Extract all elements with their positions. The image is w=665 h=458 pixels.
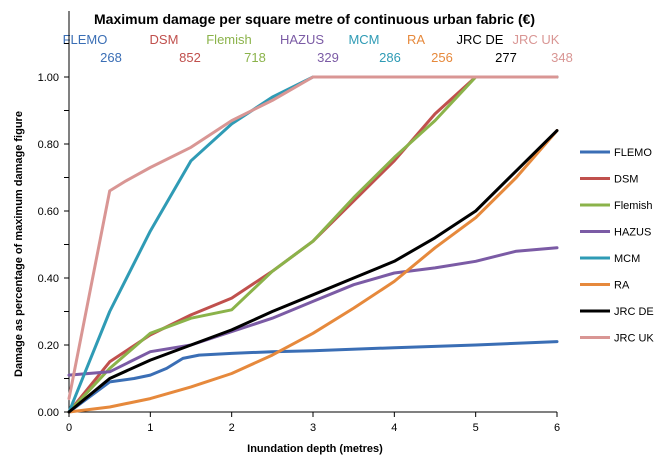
series-line-ra [67, 129, 559, 414]
series-line-jrc-de [67, 129, 559, 414]
header-name-jrc-uk: JRC UK [513, 32, 560, 47]
header-name-mcm: MCM [348, 32, 379, 47]
x-tick-label: 4 [391, 422, 397, 434]
x-tick-label: 5 [473, 422, 479, 434]
header-name-flemo: FLEMO [63, 32, 108, 47]
x-tick-label: 2 [229, 422, 235, 434]
legend-label: RA [614, 280, 630, 292]
header-name-hazus: HAZUS [280, 32, 324, 47]
header-name-dsm: DSM [150, 32, 179, 47]
legend-label: MCM [614, 253, 640, 265]
header-value-mcm: 286 [379, 50, 401, 65]
series-lines [67, 75, 559, 414]
legend-label: HAZUS [614, 227, 651, 239]
header-name-ra: RA [407, 32, 425, 47]
header-value-flemo: 268 [100, 50, 122, 65]
y-tick-label: 1.00 [38, 72, 59, 84]
series-line-jrc-uk [67, 75, 559, 401]
y-tick-label: 0.40 [38, 273, 59, 285]
header-value-jrc-de: 277 [495, 50, 517, 65]
x-tick-label: 6 [554, 422, 560, 434]
x-tick-label: 0 [66, 422, 72, 434]
y-tick-label: 0.60 [38, 206, 59, 218]
header-name-jrc-de: JRC DE [457, 32, 504, 47]
y-tick-label: 0.80 [38, 139, 59, 151]
legend-label: Flemish [614, 200, 653, 212]
x-tick-label: 1 [147, 422, 153, 434]
series-line-flemo [67, 340, 559, 414]
legend-label: JRC DE [614, 306, 654, 318]
x-axis-label: Inundation depth (metres) [247, 443, 383, 455]
series-line-flemish [67, 75, 559, 414]
chart-title: Maximum damage per square metre of conti… [94, 11, 535, 27]
header-value-jrc-uk: 348 [551, 50, 573, 65]
legend-label: JRC UK [614, 333, 654, 345]
header-value-flemish: 718 [244, 50, 266, 65]
header-name-flemish: Flemish [206, 32, 252, 47]
legend-label: DSM [614, 174, 638, 186]
axes: 0 1 2 3 4 5 6 0.00 0.20 0.40 0.60 0.80 1.00 [38, 11, 560, 434]
y-tick-label: 0.20 [38, 340, 59, 352]
legend-label: FLEMO [614, 147, 652, 159]
x-tick-label: 3 [310, 422, 316, 434]
y-tick-label: 0.00 [38, 407, 59, 419]
header-value-ra: 256 [431, 50, 453, 65]
legend: FLEMO DSM Flemish HAZUS MCM RA JRC DE JRC UK [580, 147, 654, 345]
series-line-hazus [67, 246, 559, 377]
y-axis-label: Damage as percentage of maximum damage f… [13, 111, 25, 377]
series-line-mcm [67, 75, 559, 414]
header-value-hazus: 329 [317, 50, 339, 65]
header-value-dsm: 852 [179, 50, 201, 65]
